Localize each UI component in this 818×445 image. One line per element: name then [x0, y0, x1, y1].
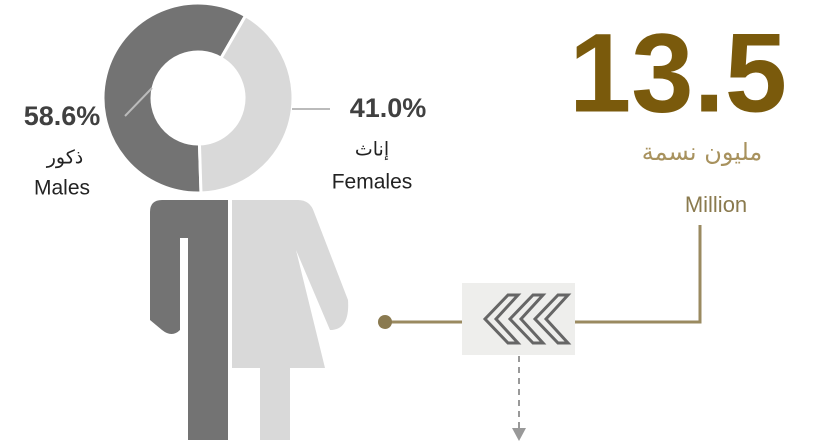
donut	[101, 1, 295, 195]
total-unit-arabic: مليون نسمة	[642, 138, 763, 166]
connector	[575, 225, 702, 324]
category-label-arabic: إناث	[355, 139, 389, 162]
arrow-head	[512, 428, 526, 441]
connector-dot	[378, 315, 392, 329]
donut-segment	[197, 13, 295, 195]
chevrons	[482, 293, 572, 345]
value-label: 58.6%	[24, 101, 101, 131]
male-half	[150, 200, 228, 440]
donut-segment	[101, 1, 248, 195]
total-value: 13.5	[569, 11, 787, 136]
leader-line	[124, 87, 153, 117]
category-label: Females	[332, 171, 413, 194]
category-label: Males	[34, 177, 90, 200]
value-label: 41.0%	[350, 93, 427, 123]
female-half	[232, 200, 349, 440]
body-figure	[150, 200, 349, 440]
category-label-arabic: ذكور	[46, 147, 84, 169]
total-unit: Million	[685, 192, 747, 217]
